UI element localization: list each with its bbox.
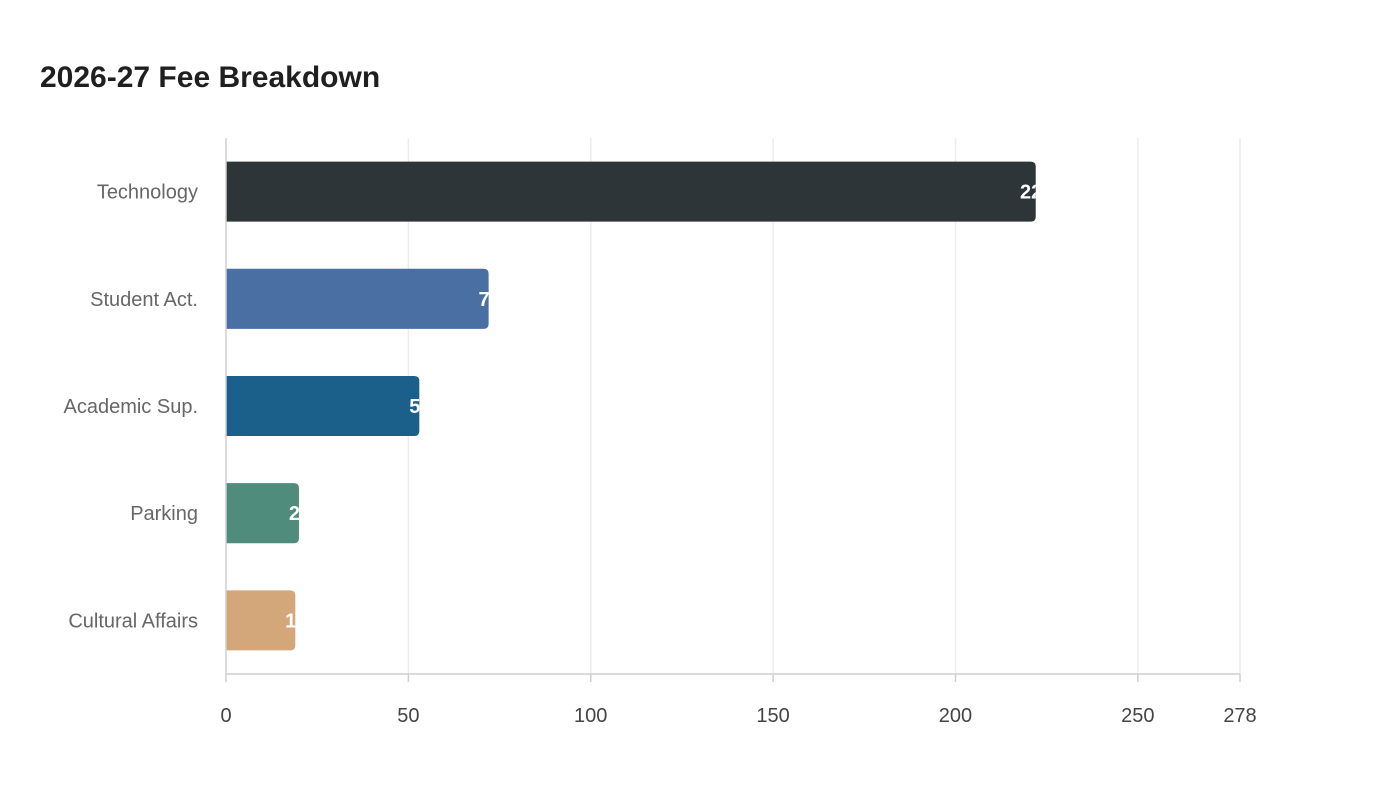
bar-layer bbox=[226, 161, 1036, 651]
category-label: Technology bbox=[97, 182, 198, 204]
grid-layer bbox=[407, 138, 1241, 674]
bar-value-label: 53 bbox=[409, 396, 431, 418]
chart-title: 2026-27 Fee Breakdown bbox=[40, 61, 381, 94]
bar-value-label: 19 bbox=[285, 610, 307, 632]
bar bbox=[226, 375, 420, 437]
x-tick-label: 278 bbox=[1223, 705, 1256, 727]
bar bbox=[226, 590, 296, 651]
x-tick-label: 100 bbox=[574, 705, 607, 727]
x-tick-label: 150 bbox=[756, 705, 789, 727]
x-tick-label: 250 bbox=[1121, 705, 1154, 727]
bar bbox=[226, 161, 1036, 222]
bar bbox=[226, 268, 489, 329]
x-tick-label: 0 bbox=[220, 705, 231, 727]
bar-value-label: 222 bbox=[1020, 182, 1053, 204]
axis-layer: 0 50 100 150 200 250 278 bbox=[220, 138, 1257, 727]
category-label: Student Act. bbox=[90, 289, 198, 311]
category-label: Parking bbox=[130, 503, 198, 525]
x-tick-label: 50 bbox=[397, 705, 419, 727]
bar-value-label: 72 bbox=[478, 289, 500, 311]
category-label: Academic Sup. bbox=[63, 396, 198, 418]
category-label: Cultural Affairs bbox=[68, 610, 198, 632]
bar-value-label: 20 bbox=[289, 503, 311, 525]
bar bbox=[226, 483, 299, 544]
x-tick-label: 200 bbox=[939, 705, 972, 727]
label-layer: Technology 222 Student Act. 72 Academic Sup.… bbox=[63, 182, 1053, 633]
